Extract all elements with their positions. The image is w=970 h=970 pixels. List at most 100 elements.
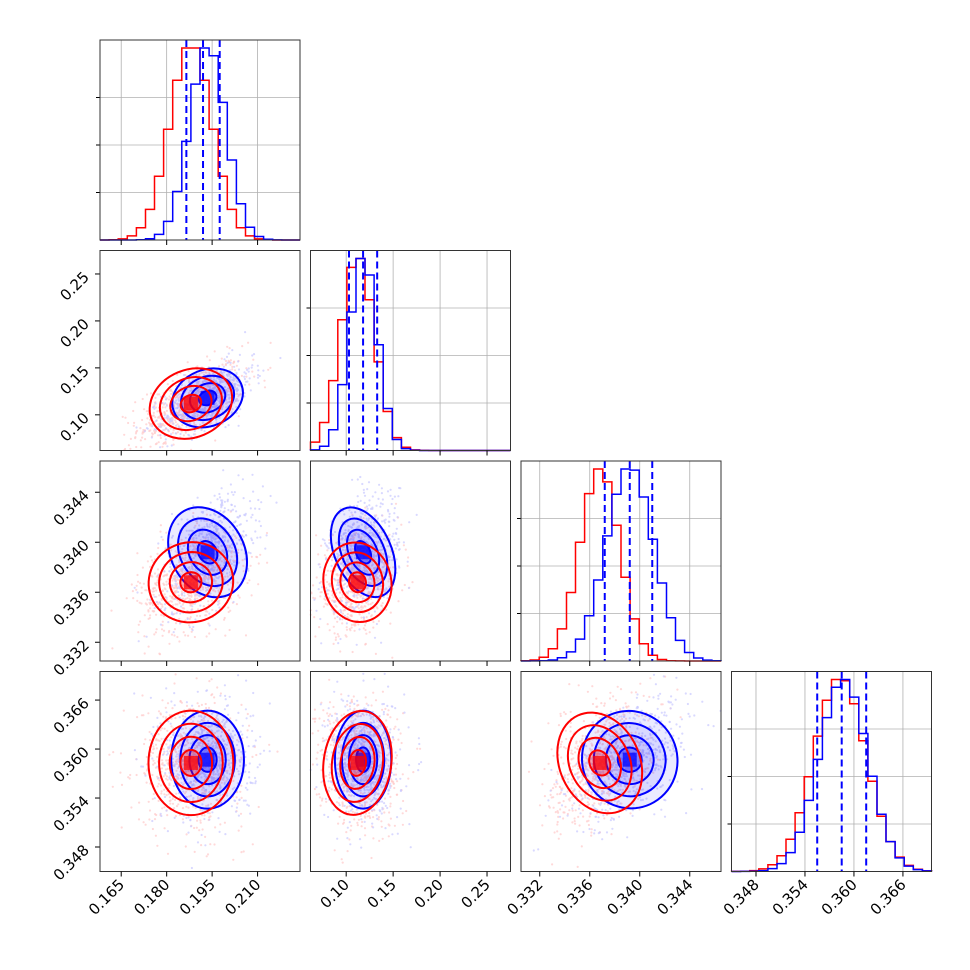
- sample-point: [319, 617, 322, 621]
- sample-point: [157, 434, 160, 437]
- sample-point: [359, 475, 362, 479]
- sample-point: [253, 375, 256, 378]
- sample-point: [345, 628, 349, 631]
- sample-point: [145, 755, 148, 759]
- sample-point: [200, 371, 203, 374]
- sample-point: [363, 624, 367, 627]
- sample-point: [202, 371, 205, 374]
- sample-point: [176, 423, 179, 426]
- sample-point: [386, 490, 390, 493]
- sample-point: [195, 614, 199, 617]
- sample-point: [203, 430, 206, 433]
- sample-point: [170, 433, 173, 436]
- sample-point: [204, 614, 207, 617]
- sample-point: [380, 604, 383, 607]
- sample-point: [227, 713, 230, 716]
- sample-point: [169, 562, 172, 566]
- sample-point: [380, 492, 383, 495]
- sample-point: [178, 640, 181, 643]
- sample-point: [395, 532, 398, 536]
- sample-point: [252, 714, 255, 717]
- sample-point: [165, 775, 168, 778]
- sample-point: [317, 553, 320, 556]
- sample-point: [365, 505, 368, 508]
- sample-point: [246, 581, 249, 585]
- sample-point: [394, 547, 397, 550]
- sample-point: [351, 606, 354, 609]
- sample-point: [190, 387, 193, 390]
- sample-point: [174, 432, 177, 435]
- sample-point: [163, 727, 166, 730]
- sample-point: [157, 423, 160, 426]
- sample-point: [188, 434, 191, 437]
- sample-point: [411, 581, 414, 584]
- sample-point: [141, 397, 144, 401]
- sample-point: [136, 599, 139, 603]
- sample-point: [225, 355, 229, 358]
- sample-point: [148, 739, 152, 742]
- sample-point: [162, 442, 165, 445]
- sample-point: [185, 425, 188, 428]
- sample-point: [187, 831, 190, 834]
- sample-point: [196, 815, 199, 818]
- sample-point: [244, 634, 248, 637]
- sample-point: [176, 635, 179, 639]
- sample-point: [240, 374, 243, 377]
- sample-point: [163, 574, 166, 577]
- sample-point: [250, 594, 253, 597]
- sample-point: [154, 631, 157, 634]
- sample-point: [177, 590, 180, 594]
- sample-point: [248, 500, 252, 503]
- sample-point: [170, 568, 173, 571]
- sample-point: [170, 420, 173, 423]
- sample-point: [145, 410, 148, 413]
- sample-point: [263, 379, 266, 382]
- sample-point: [249, 552, 252, 555]
- sample-point: [170, 725, 173, 728]
- sample-point: [345, 626, 348, 629]
- sample-point: [398, 486, 401, 490]
- panel-0-0: [96, 39, 301, 245]
- sample-point: [237, 415, 240, 418]
- sample-point: [256, 376, 260, 379]
- sample-point: [160, 628, 164, 631]
- sample-point: [178, 622, 182, 625]
- sample-point: [251, 843, 254, 846]
- sample-point: [141, 431, 144, 434]
- sample-point: [256, 536, 259, 539]
- sample-point: [125, 597, 128, 600]
- sample-point: [235, 510, 238, 513]
- sample-point: [181, 807, 185, 810]
- sample-point: [165, 531, 168, 534]
- sample-point: [167, 793, 170, 796]
- sample-point: [232, 858, 235, 861]
- sample-point: [342, 587, 345, 590]
- sample-point: [167, 428, 170, 432]
- histogram-blue: [309, 257, 511, 452]
- sample-point: [341, 618, 344, 621]
- sample-point: [245, 534, 248, 537]
- sample-point: [151, 575, 154, 578]
- sample-point: [226, 500, 229, 503]
- sample-point: [396, 516, 399, 519]
- sample-point: [218, 365, 221, 368]
- sample-point: [396, 543, 399, 546]
- sample-point: [394, 502, 398, 505]
- sample-point: [164, 706, 167, 709]
- sample-point: [389, 488, 392, 491]
- sample-point: [233, 491, 236, 494]
- sample-point: [156, 785, 159, 788]
- sample-point: [223, 358, 226, 361]
- sample-point: [166, 778, 169, 781]
- sample-point: [379, 505, 382, 508]
- panel-2-1: [309, 460, 511, 666]
- peak-cell-red: [183, 396, 198, 411]
- sample-point: [165, 580, 168, 583]
- sample-point: [153, 633, 156, 636]
- sample-point: [139, 582, 142, 585]
- sample-point: [245, 679, 248, 682]
- sample-point: [245, 375, 248, 378]
- sample-point: [189, 818, 192, 822]
- sample-point: [167, 398, 171, 401]
- sample-point: [333, 632, 336, 635]
